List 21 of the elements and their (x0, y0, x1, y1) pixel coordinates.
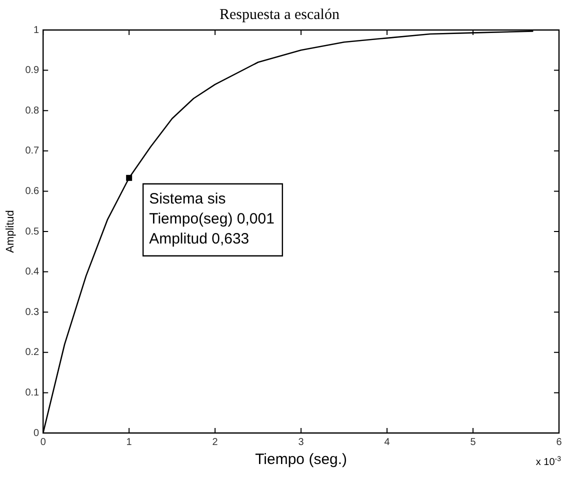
chart-title: Respuesta a escalón (220, 6, 340, 23)
x-axis-title: Tiempo (seg.) (255, 451, 348, 468)
y-tick-label: 0.7 (25, 146, 40, 157)
y-tick-label: 0.9 (25, 65, 40, 76)
annotation: Sistema sis Tiempo(seg) 0,001 Amplitud 0,633 (149, 190, 274, 248)
y-tick-label: 0.1 (25, 387, 40, 398)
x-tick-label: 1 (126, 436, 132, 448)
y-tick-label: 0.6 (25, 186, 40, 197)
y-axis-title: Amplitud (4, 210, 17, 253)
y-tick-label: 0.2 (25, 347, 40, 358)
x-tick-label: 3 (298, 436, 304, 448)
y-tick-label: 0 (34, 428, 40, 439)
y-tick-label: 0.5 (25, 226, 40, 238)
y-tick-label: 0.8 (25, 105, 40, 116)
x-tick-label: 6 (556, 436, 562, 448)
x-tick-label: 4 (384, 436, 390, 448)
y-tick-label: 0.4 (25, 266, 40, 278)
y-tick-label: 0.3 (25, 306, 40, 318)
x-tick-label: 5 (470, 436, 476, 448)
x-tick-label: 2 (212, 436, 218, 448)
y-tick-label: 1 (34, 24, 40, 36)
